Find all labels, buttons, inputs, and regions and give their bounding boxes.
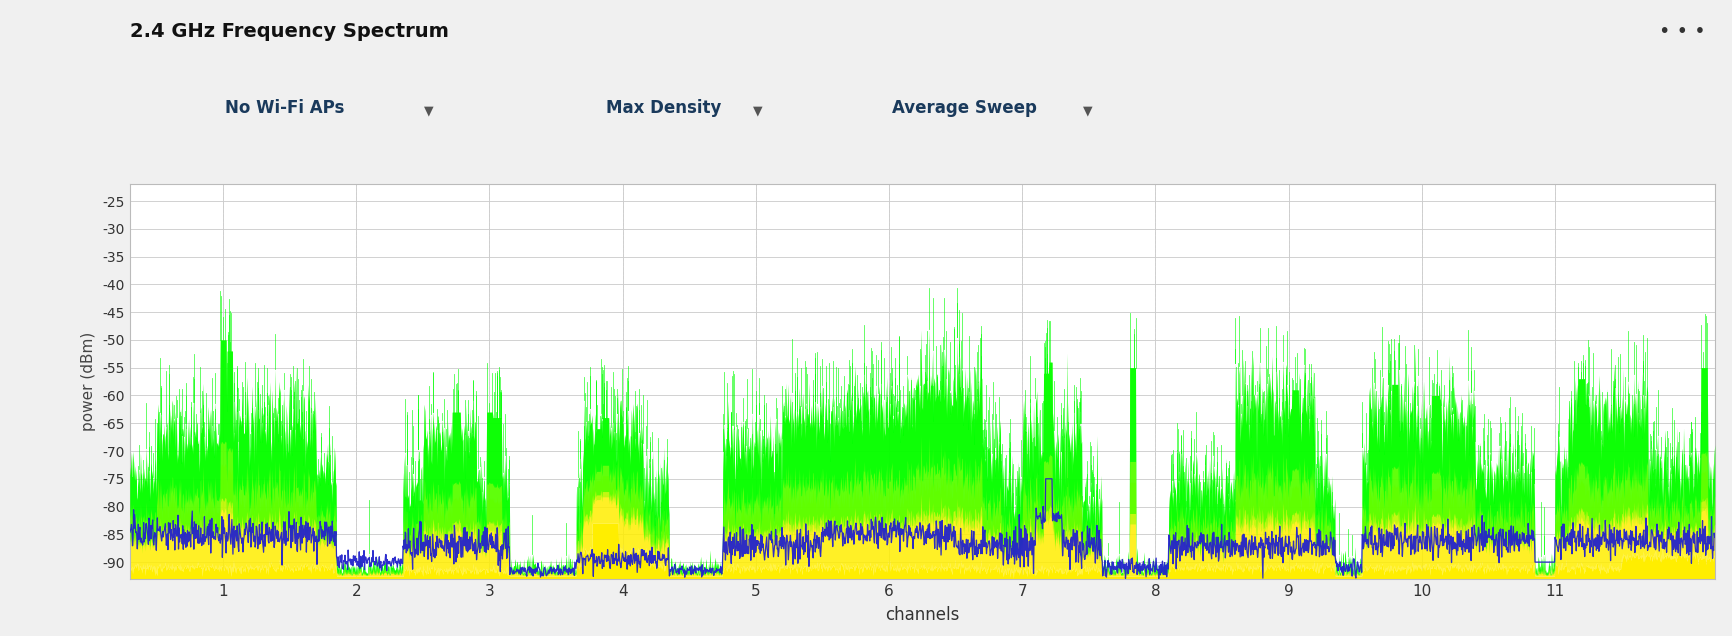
Text: Max Density: Max Density [606, 99, 722, 117]
Text: No Wi-Fi APs: No Wi-Fi APs [225, 99, 345, 117]
Text: Average Sweep: Average Sweep [892, 99, 1037, 117]
Text: 2.4 GHz Frequency Spectrum: 2.4 GHz Frequency Spectrum [130, 22, 449, 41]
Text: ▼: ▼ [753, 105, 764, 118]
X-axis label: channels: channels [885, 605, 960, 623]
Text: ▼: ▼ [1082, 105, 1093, 118]
Text: ▼: ▼ [424, 105, 435, 118]
Text: • • •: • • • [1659, 22, 1706, 41]
Y-axis label: power (dBm): power (dBm) [81, 332, 95, 431]
